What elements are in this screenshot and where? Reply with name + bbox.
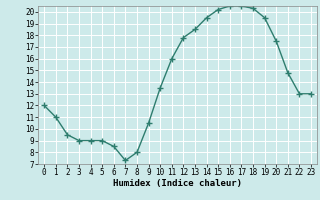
X-axis label: Humidex (Indice chaleur): Humidex (Indice chaleur)	[113, 179, 242, 188]
